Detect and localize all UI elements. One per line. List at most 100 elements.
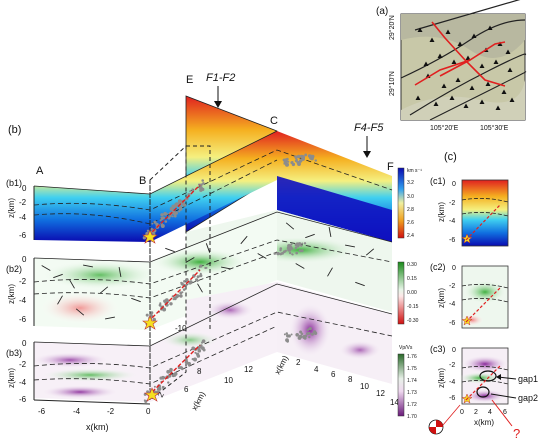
- seismic-event: [160, 216, 164, 221]
- seismic-event: [171, 208, 175, 212]
- seismic-event: [167, 216, 171, 220]
- seismic-event: [201, 341, 204, 344]
- anisotropy-bar: [165, 247, 175, 253]
- seismic-event: [285, 332, 288, 335]
- b3-z-tick-2: -4: [19, 378, 27, 387]
- station-marker: [471, 33, 477, 38]
- anisotropy-bar: [83, 264, 93, 268]
- seismic-event: [273, 252, 277, 255]
- c2-z-tick-1: -2: [449, 283, 455, 290]
- point-F: F: [387, 161, 394, 173]
- seismic-event: [199, 183, 203, 187]
- c2-z-tick-2: -4: [449, 301, 455, 308]
- hypocenter-stars: [142, 229, 160, 402]
- station-marker: [495, 105, 501, 110]
- anisotropy-bar: [240, 235, 248, 245]
- panel-label-a: (a): [376, 6, 388, 17]
- seismic-event: [160, 224, 165, 228]
- seismic-event: [195, 278, 199, 282]
- seismic-event: [182, 288, 186, 291]
- seismic-event: [169, 302, 173, 306]
- station-marker: [465, 55, 471, 60]
- b3-z-label: z(km): [7, 368, 16, 388]
- x-tick-left-2: -2: [107, 407, 115, 416]
- mid-x-tick-4: 8: [197, 367, 202, 376]
- panel-label-b: (b): [8, 124, 21, 136]
- b1-z-tick-3: -6: [19, 231, 27, 240]
- c1-z-tick-3: -6: [449, 237, 455, 244]
- seismic-event: [294, 156, 298, 160]
- gap1-ellipse: [479, 370, 497, 382]
- vpvs-tick-1: 1.75: [407, 366, 417, 372]
- seismic-event: [166, 299, 170, 303]
- seismic-event: [301, 242, 304, 245]
- seismic-event: [179, 294, 183, 298]
- gap2-ellipse: [476, 386, 490, 398]
- fault-label-f1f2: F1-F2: [206, 72, 235, 84]
- seismic-event: [171, 374, 174, 378]
- question-mark: ?: [513, 426, 520, 441]
- station-marker: [463, 103, 469, 108]
- seismic-event: [169, 367, 173, 372]
- seismic-event: [159, 302, 162, 305]
- station-marker: [455, 77, 461, 82]
- station-marker: [415, 95, 421, 100]
- station-markers: [415, 25, 515, 110]
- b2-z-tick-1: -2: [19, 277, 27, 286]
- anisotropy-bar: [105, 316, 115, 320]
- anisotropy-bar: [365, 248, 375, 256]
- seismic-event: [173, 296, 177, 301]
- vpvs-unit: Vp/Vs: [399, 345, 413, 351]
- seismic-event: [155, 222, 159, 227]
- seismic-event: [183, 280, 186, 283]
- c3-z-tick-3: -6: [449, 395, 455, 402]
- seismic-event: [301, 157, 305, 161]
- station-marker: [445, 29, 451, 34]
- seismic-event: [167, 381, 170, 384]
- gap1-label: gap1: [518, 374, 538, 384]
- c1-z-tick-2: -4: [449, 218, 455, 225]
- lon-label-2: 105°30'E: [480, 124, 509, 132]
- point-E: E: [186, 74, 193, 86]
- seismic-event: [283, 161, 287, 165]
- panel-c3: (c3) z(km) 0 -2 -4 -6 0 2 4 6 x(km) gap1…: [428, 204, 538, 441]
- seismic-event: [158, 304, 161, 307]
- station-marker: [479, 63, 485, 68]
- anisotropy-bar: [305, 233, 315, 239]
- seismic-event: [201, 179, 204, 182]
- lat-label-2: 29°10'N: [388, 71, 396, 96]
- seismic-event: [300, 249, 304, 253]
- seismic-event: [308, 155, 313, 159]
- gap2-label: gap2: [518, 393, 538, 403]
- seismic-event: [150, 311, 154, 315]
- seismic-event: [296, 161, 299, 164]
- seismic-event: [161, 385, 165, 389]
- seismic-event: [281, 251, 284, 255]
- mid-x-label: x(km): [190, 390, 207, 412]
- panel-label-b1: (b1): [6, 178, 22, 188]
- anisotropy-bar: [185, 257, 195, 263]
- seismic-event: [199, 345, 203, 348]
- cf-x-tick-4: 10: [360, 382, 369, 391]
- fault-trace: [400, 19, 526, 79]
- c3-x-label: x(km): [474, 418, 494, 427]
- vpvs-tick-4: 1.72: [407, 402, 417, 408]
- station-marker: [437, 53, 443, 58]
- focal-mechanism-icon: [428, 404, 461, 435]
- panel-b1: (b1) z(km) 0 -2 -4 -6 km s⁻¹ 3.2 3.0 2.8…: [6, 95, 422, 242]
- b2-z-tick-0: 0: [22, 255, 27, 264]
- seismic-event: [197, 348, 200, 351]
- seismic-event: [310, 332, 314, 336]
- mid-x-tick-3: 6: [184, 385, 189, 394]
- point-A: A: [36, 165, 44, 177]
- seismic-event: [191, 188, 194, 191]
- c3-z-tick-2: -4: [449, 379, 455, 386]
- seismic-event: [162, 307, 167, 312]
- x-tick-left-0: -6: [38, 407, 46, 416]
- station-marker: [457, 41, 463, 46]
- b3-x-label: x(km): [86, 422, 109, 432]
- b3-z-tick-0: 0: [22, 339, 27, 348]
- seismic-event: [151, 222, 154, 225]
